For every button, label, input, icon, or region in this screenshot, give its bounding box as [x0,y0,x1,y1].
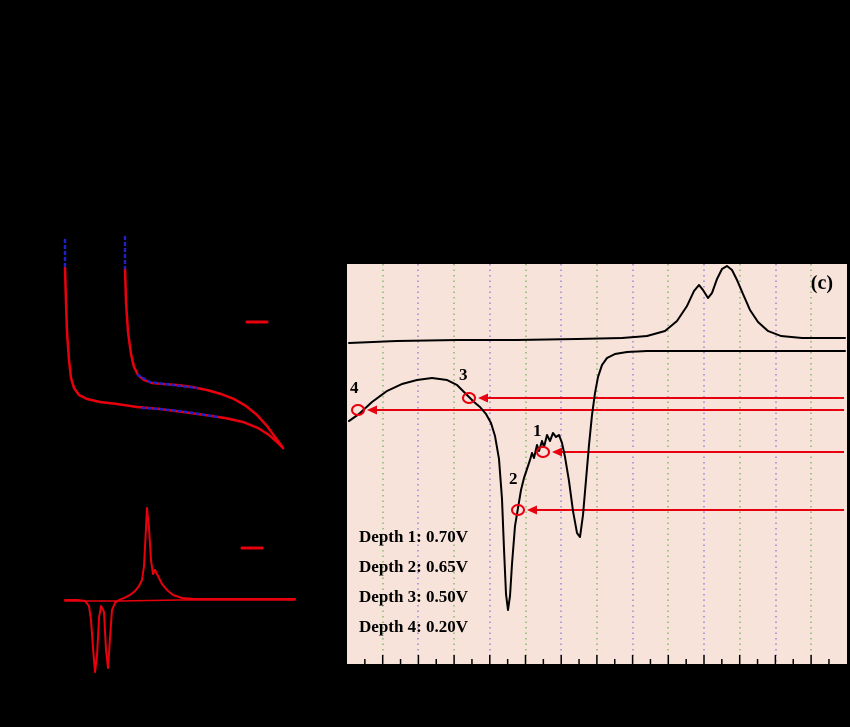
depth-legend-line: Depth 3: 0.50V [359,587,469,606]
depth-legend-line: Depth 2: 0.65V [359,557,469,576]
depth-legend: Depth 1: 0.70V Depth 2: 0.65V Depth 3: 0… [359,522,468,642]
peak-label-1: 1 [533,421,542,440]
cv-chart [64,507,296,673]
depth-of-discharge-chart [348,264,846,664]
panel-c-label: (c) [810,272,833,294]
peak-label-4: 4 [350,378,359,397]
depth-of-discharge-panel: 4 3 1 2 Depth 1: 0.70V Depth 2: 0.65V De… [346,263,848,665]
peak-label-3: 3 [459,365,468,384]
peak-label-2: 2 [509,469,518,488]
depth-legend-line: Depth 4: 0.20V [359,617,469,636]
voltage-profile-chart [63,235,285,450]
depth-legend-line: Depth 1: 0.70V [359,527,469,546]
